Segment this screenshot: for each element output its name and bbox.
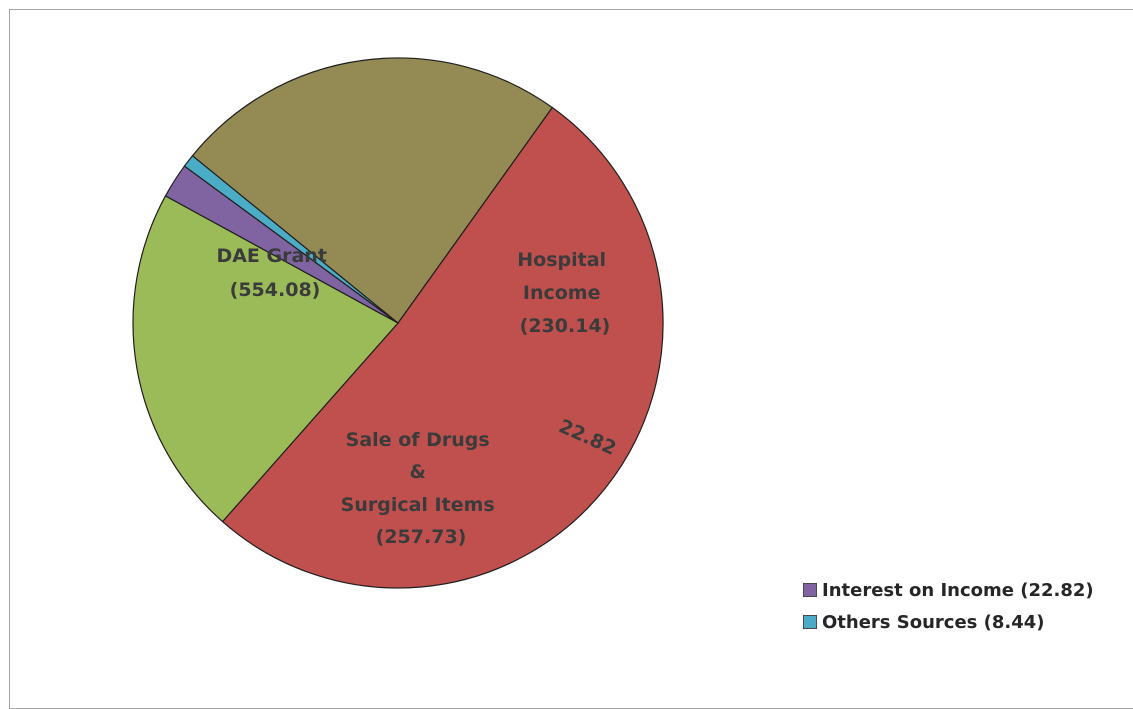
legend-item-interest: Interest on Income (22.82) [803,576,1094,604]
legend: Interest on Income (22.82) Others Source… [803,576,1094,640]
legend-item-others: Others Sources (8.44) [803,608,1094,636]
pie-slice-sale-of-drugs-surgical-items [191,57,554,324]
pie-slices [132,57,664,589]
pie-chart: DAE Grant (554.08) Hospital Income (230.… [132,57,664,589]
label-dae-grant: DAE Grant (554.08) [216,245,333,301]
label-sale-of-drugs: Sale of Drugs & Surgical Items (257.73) [341,429,502,548]
legend-swatch-interest [803,583,817,597]
legend-swatch-others [803,615,817,629]
pie-slice-dae-grant [221,106,664,589]
legend-label-interest: Interest on Income (22.82) [822,579,1094,601]
legend-label-others: Others Sources (8.44) [822,611,1045,633]
pie-slice-hospital-income [132,195,399,523]
label-hospital-income: Hospital Income (230.14) [517,249,612,337]
